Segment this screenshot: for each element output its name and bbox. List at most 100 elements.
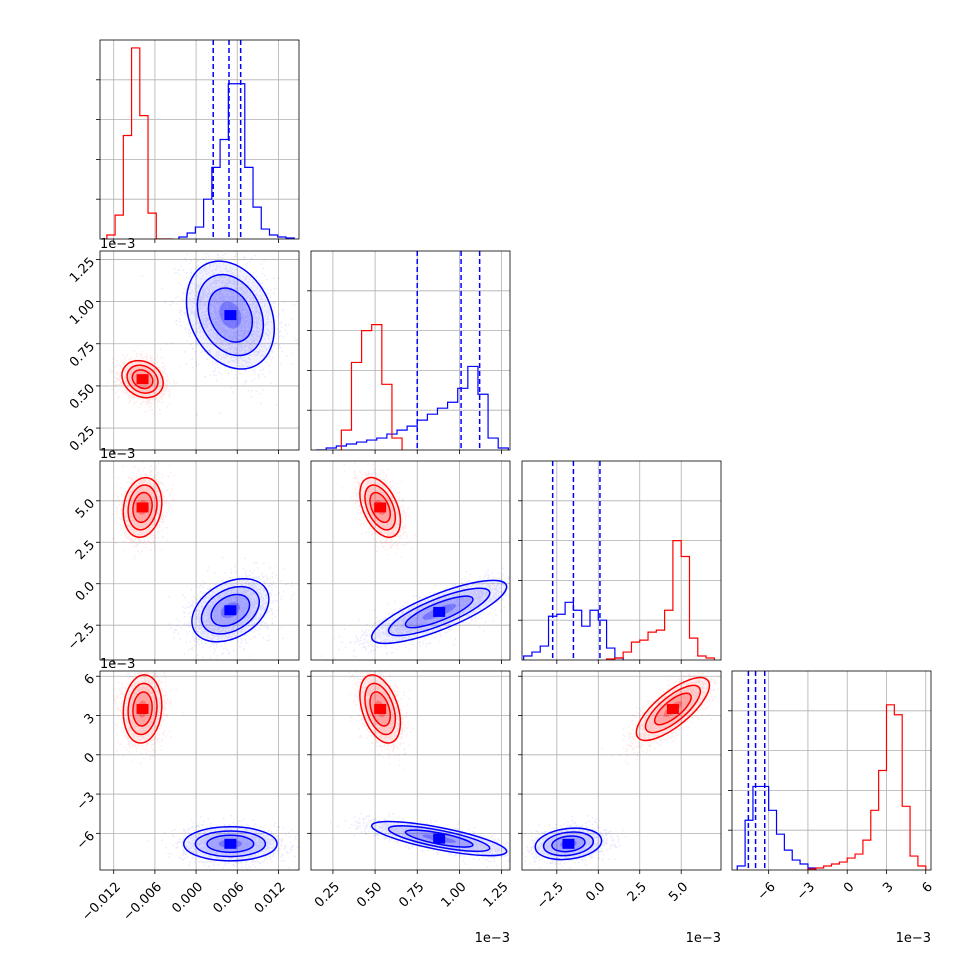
panel-frame [310, 670, 511, 871]
scatter-plot [330, 671, 510, 869]
contour-line-A [121, 359, 164, 399]
scatter-panel-1-2 [307, 460, 511, 664]
contour-line-A [122, 476, 163, 539]
histogram-step-A [807, 704, 927, 870]
scatter-points-A [113, 671, 185, 764]
panel-frame [99, 460, 300, 661]
density-peak-A [136, 703, 149, 714]
histogram-step-A [605, 540, 715, 660]
contour-line-B [534, 827, 603, 861]
panel-background [100, 40, 299, 239]
histogram-step-B [178, 83, 295, 239]
scatter-plot [522, 671, 721, 870]
y-tick-label: 0.50 [67, 381, 98, 412]
x-tick-label: 3 [880, 880, 896, 896]
x-tick-label: 1.00 [439, 880, 470, 911]
contour-line-B [200, 585, 260, 635]
panel-frame [521, 460, 722, 661]
density-peak-A [136, 502, 149, 513]
y-tick-label: 5.0 [73, 496, 98, 521]
panel-frame [99, 670, 300, 871]
density-peak-B [433, 606, 446, 617]
density-peak-B [224, 838, 237, 849]
contour-line-B [182, 826, 278, 862]
y-axis-multiplier: 1e−3 [100, 657, 135, 672]
x-tick-label: 0 [841, 880, 857, 896]
scatter-points-B [330, 813, 510, 869]
contour-line-A [127, 682, 158, 736]
contour-line-B [542, 831, 595, 857]
contour-line-B [387, 587, 491, 637]
contour-line-A [122, 674, 163, 744]
x-tick-label: −6 [755, 880, 779, 904]
y-axis-multiplier: 1e−3 [100, 237, 135, 252]
x-tick-label: 0.012 [252, 880, 289, 917]
contour-line-A [369, 491, 392, 524]
histogram-step-A [340, 324, 403, 450]
scatter-points-B [147, 815, 299, 870]
contour-line-B [185, 260, 276, 370]
contour-line-A [364, 682, 397, 736]
x-tick-label: 0.50 [354, 880, 385, 911]
y-tick-label: 1.00 [67, 297, 98, 328]
density-peak-B [224, 605, 237, 616]
x-tick-label: 0.75 [396, 880, 427, 911]
panel-background [100, 251, 299, 450]
contour-line-A [359, 674, 402, 744]
x-axis-multiplier: 1e−3 [475, 931, 510, 946]
y-tick-label: 6 [82, 672, 98, 688]
contour-line-A [364, 484, 397, 531]
density-peak-B [562, 838, 575, 849]
panel-frame [310, 460, 511, 661]
contour-line-A [644, 684, 702, 734]
x-axis-multiplier: 1e−3 [686, 931, 721, 946]
histogram-panel-0 [96, 39, 300, 243]
contour-line-A [132, 691, 153, 727]
histogram-step-B [736, 785, 817, 870]
contour-line-B [370, 820, 508, 857]
x-tick-label: −0.006 [120, 880, 165, 925]
contour-line-B [404, 595, 474, 629]
y-tick-label: 3 [82, 711, 98, 727]
histogram-step-A [106, 47, 173, 239]
scatter-panel-0-3: −0.012−0.006 0.000 0.006 0.012 −6 −3 0 3 61e−3 [74, 657, 300, 925]
contour-line-B [191, 577, 270, 643]
x-tick-label: 2.5 [625, 880, 650, 905]
contour-line-B [196, 273, 265, 357]
x-tick-label: −2.5 [534, 880, 567, 913]
scatter-points-B [141, 251, 298, 416]
panel-frame [731, 670, 932, 871]
scatter-panel-1-3: 0.25 0.50 0.75 1.00 1.25 1e−3 [307, 670, 512, 946]
scatter-panel-2-3: −2.5 0.0 2.5 5.0 1e−3 [518, 670, 722, 946]
contour-line-B [404, 829, 474, 848]
panel-background [311, 461, 510, 660]
panel-background [732, 671, 931, 870]
x-tick-label: −0.012 [79, 880, 124, 925]
y-tick-label: 0 [82, 750, 98, 766]
histogram-step-B [316, 365, 509, 450]
x-tick-label: 5.0 [666, 880, 691, 905]
panel-frame [521, 670, 722, 871]
panel-background [522, 461, 721, 660]
panel-frame [310, 250, 511, 451]
density-peak-A [374, 703, 387, 714]
histogram-plot [736, 671, 927, 870]
density-peak-A [374, 502, 387, 513]
histogram-plot [523, 461, 715, 660]
y-tick-label: −3 [74, 790, 98, 814]
contour-line-A [127, 484, 158, 531]
y-tick-label: 2.5 [73, 538, 98, 563]
y-tick-label: −2.5 [65, 621, 98, 654]
scatter-panel-0-2: −2.5 0.0 2.5 5.0 1e−3 [65, 447, 300, 664]
x-tick-label: 1.25 [481, 880, 512, 911]
histogram-panel-3: −6 −3 0 3 6 1e−3 [728, 670, 936, 946]
panel-frame [99, 250, 300, 451]
contour-line-A [126, 364, 159, 394]
scatter-plot [111, 461, 296, 660]
density-peak-B [433, 833, 446, 844]
contour-line-A [359, 476, 402, 539]
scatter-plot [113, 671, 299, 870]
contour-line-A [131, 369, 154, 390]
x-tick-label: 0.0 [583, 880, 608, 905]
